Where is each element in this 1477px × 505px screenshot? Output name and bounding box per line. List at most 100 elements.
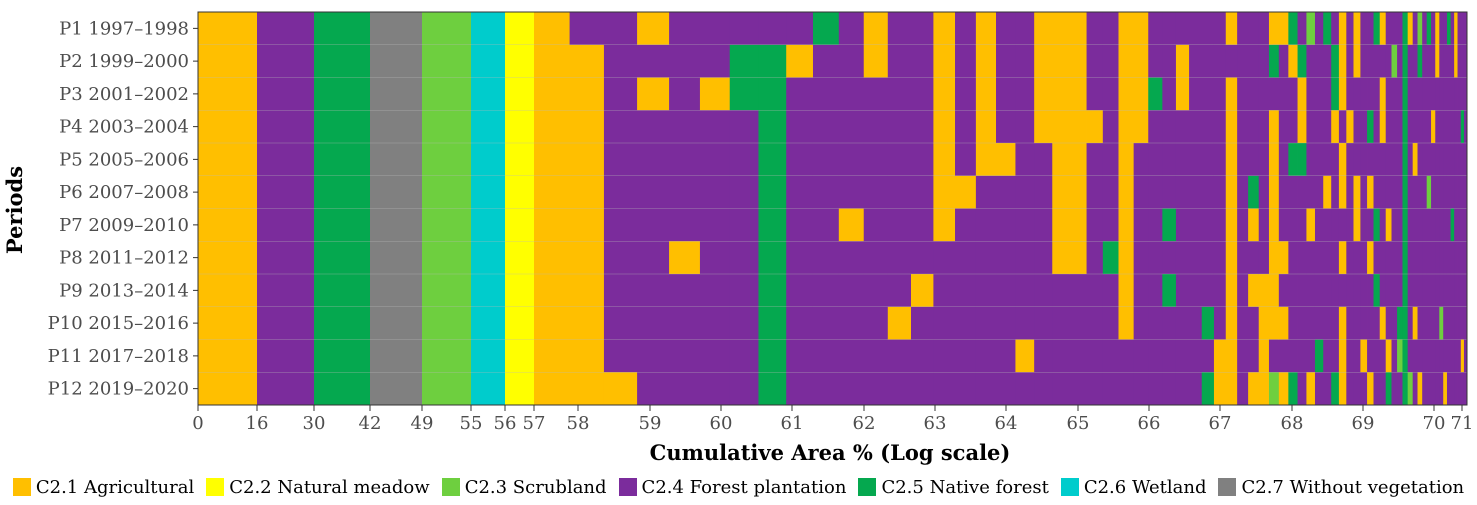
heatmap-cell — [1225, 372, 1238, 406]
heatmap-cell — [1435, 12, 1440, 46]
heatmap-cell — [1439, 77, 1444, 111]
heatmap-cell — [1034, 44, 1053, 78]
heatmap-cell — [975, 241, 997, 275]
heatmap-cell — [1052, 306, 1071, 340]
heatmap-cell — [729, 44, 759, 78]
heatmap-cell — [729, 143, 759, 177]
heatmap-cell — [1297, 306, 1307, 340]
heatmap-cell — [1360, 44, 1368, 78]
heatmap-cell — [812, 143, 840, 177]
heatmap-cell — [838, 241, 865, 275]
heatmap-cell — [1450, 12, 1455, 46]
heatmap-cell — [887, 77, 912, 111]
heatmap-cell — [758, 12, 787, 46]
heatmap-cell — [1133, 372, 1149, 406]
heatmap-cell — [1435, 143, 1440, 177]
heatmap-cell — [1360, 372, 1368, 406]
heatmap-cell — [1323, 306, 1332, 340]
legend-swatch — [12, 478, 31, 496]
heatmap-cell — [1225, 208, 1238, 242]
heatmap-cell — [1118, 143, 1135, 177]
heatmap-cell — [1417, 175, 1423, 209]
heatmap-cell — [1338, 208, 1347, 242]
heatmap-cell — [1297, 241, 1307, 275]
heatmap-cell — [1460, 12, 1465, 46]
heatmap-cell — [1457, 339, 1462, 373]
heatmap-cell — [1086, 44, 1104, 78]
heatmap-cell — [637, 274, 670, 308]
heatmap-cell — [534, 77, 570, 111]
heatmap-cell — [1306, 306, 1316, 340]
heatmap-cell — [1431, 77, 1436, 111]
heatmap-cell — [1052, 77, 1071, 111]
heatmap-cell — [1443, 110, 1448, 144]
heatmap-cell — [1446, 274, 1452, 308]
heatmap-cell — [1015, 208, 1035, 242]
heatmap-cell — [1297, 339, 1307, 373]
y-tick-label: P10 2015–2016 — [48, 313, 189, 334]
heatmap-cell — [1225, 241, 1238, 275]
heatmap-cell — [1460, 274, 1465, 308]
heatmap-cell — [1412, 12, 1418, 46]
heatmap-cell — [1397, 44, 1403, 78]
heatmap-cell — [1391, 306, 1398, 340]
heatmap-cell — [1086, 274, 1104, 308]
heatmap-cell — [729, 241, 759, 275]
heatmap-cell — [1463, 143, 1468, 177]
heatmap-cell — [911, 208, 934, 242]
heatmap-cell — [996, 274, 1016, 308]
heatmap-cell — [1189, 306, 1203, 340]
heatmap-cell — [669, 175, 701, 209]
heatmap-cell — [786, 339, 814, 373]
heatmap-cell — [1412, 77, 1418, 111]
heatmap-cell — [1457, 143, 1462, 177]
heatmap-cell — [1454, 110, 1458, 144]
heatmap-cell — [1367, 110, 1374, 144]
heatmap-cell — [1397, 208, 1403, 242]
heatmap-cell — [1460, 175, 1465, 209]
heatmap-cell — [1397, 12, 1403, 46]
heatmap-cell — [1297, 143, 1307, 177]
heatmap-cell — [1391, 143, 1398, 177]
heatmap-cell — [1367, 175, 1374, 209]
heatmap-cell — [1225, 110, 1238, 144]
heatmap-cell — [1331, 110, 1340, 144]
heatmap-cell — [1015, 143, 1035, 177]
heatmap-cell — [1353, 12, 1361, 46]
heatmap-cell — [1297, 110, 1307, 144]
heatmap-cell — [933, 12, 956, 46]
heatmap-cell — [955, 208, 977, 242]
heatmap-cell — [1346, 143, 1354, 177]
heatmap-cell — [1412, 143, 1418, 177]
x-tick-label: 42 — [359, 413, 382, 434]
heatmap-cell — [1385, 143, 1392, 177]
heatmap-cell — [1248, 12, 1260, 46]
heatmap-cell — [1457, 208, 1462, 242]
heatmap-cell — [1391, 77, 1398, 111]
heatmap-cell — [838, 339, 865, 373]
heatmap-cell — [1148, 372, 1163, 406]
heatmap-cell — [1443, 241, 1448, 275]
legend-label: C2.7 Without vegetation — [1241, 476, 1465, 498]
heatmap-cell — [955, 241, 977, 275]
heatmap-cell — [1439, 143, 1444, 177]
y-tick-label: P7 2009–2010 — [59, 215, 189, 236]
heatmap-cell — [1288, 44, 1298, 78]
heatmap-cell — [1402, 372, 1409, 406]
heatmap-cell — [1385, 12, 1392, 46]
heatmap-cell — [1435, 306, 1440, 340]
heatmap-cell — [996, 12, 1016, 46]
heatmap-cell — [1463, 339, 1468, 373]
heatmap-cell — [863, 372, 889, 406]
heatmap-cell — [1379, 208, 1387, 242]
heatmap-cell — [1454, 143, 1458, 177]
heatmap-cell — [1435, 208, 1440, 242]
heatmap-cell — [1201, 274, 1215, 308]
heatmap-cell — [1175, 306, 1190, 340]
heatmap-cell — [758, 208, 787, 242]
heatmap-cell — [1225, 306, 1238, 340]
heatmap-cell — [1439, 208, 1444, 242]
heatmap-cell — [1385, 175, 1392, 209]
heatmap-cell — [1306, 77, 1316, 111]
heatmap-cell — [1331, 175, 1340, 209]
